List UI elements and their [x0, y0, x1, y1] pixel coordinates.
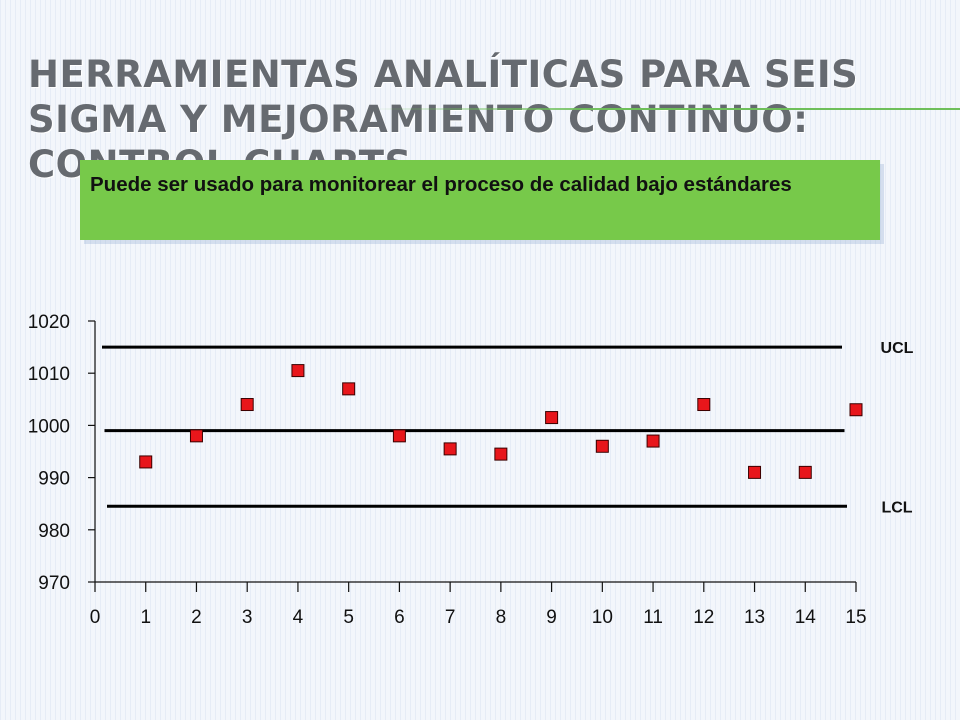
control-line-label: UCL — [881, 340, 914, 357]
data-point — [748, 465, 762, 479]
data-point — [646, 434, 660, 448]
control-lines: UCL LCL — [102, 340, 914, 516]
data-point — [697, 398, 711, 412]
x-tick-label: 7 — [445, 607, 456, 628]
x-tick-label: 6 — [394, 607, 405, 628]
x-tick-label: 15 — [845, 607, 866, 628]
x-tick-label: 3 — [242, 607, 253, 628]
y-tick-label: 970 — [38, 573, 70, 594]
x-tick-label: 5 — [343, 607, 354, 628]
control-line-label: LCL — [881, 499, 912, 516]
x-tick-label: 2 — [191, 607, 202, 628]
y-tick-label: 990 — [38, 469, 70, 490]
data-point — [139, 455, 153, 469]
y-tick-label: 1000 — [28, 416, 70, 437]
slide-title: Herramientas analíticas para Seis Sigma … — [28, 53, 859, 186]
title-underline — [370, 108, 960, 110]
y-tick-label: 1020 — [28, 312, 70, 333]
x-tick-label: 1 — [140, 607, 151, 628]
data-point — [595, 439, 609, 453]
data-points — [139, 364, 863, 479]
x-tick-label: 14 — [795, 607, 817, 628]
data-point — [443, 442, 457, 456]
x-tick-label: 13 — [744, 607, 765, 628]
x-tick-label: 4 — [293, 607, 304, 628]
title-area: Herramientas analíticas para Seis Sigma … — [28, 52, 948, 187]
y-tick-label: 1010 — [28, 364, 70, 385]
y-tick-label: 980 — [38, 521, 70, 542]
data-point — [798, 465, 812, 479]
data-point — [494, 447, 508, 461]
data-point — [342, 382, 356, 396]
data-point — [849, 403, 863, 417]
data-point — [291, 364, 305, 378]
x-tick-label: 0 — [90, 607, 101, 628]
callout-text: Puede ser usado para monitorear el proce… — [90, 173, 792, 196]
data-point — [392, 429, 406, 443]
x-tick-label: 8 — [496, 607, 507, 628]
data-point — [240, 398, 254, 412]
x-tick-label: 9 — [546, 607, 557, 628]
x-tick-label: 10 — [592, 607, 613, 628]
data-point — [189, 429, 203, 443]
x-tick-label: 11 — [643, 607, 663, 628]
data-point — [545, 411, 559, 425]
callout-box: Puede ser usado para monitorear el proce… — [80, 160, 880, 240]
x-tick-label: 12 — [693, 607, 714, 628]
